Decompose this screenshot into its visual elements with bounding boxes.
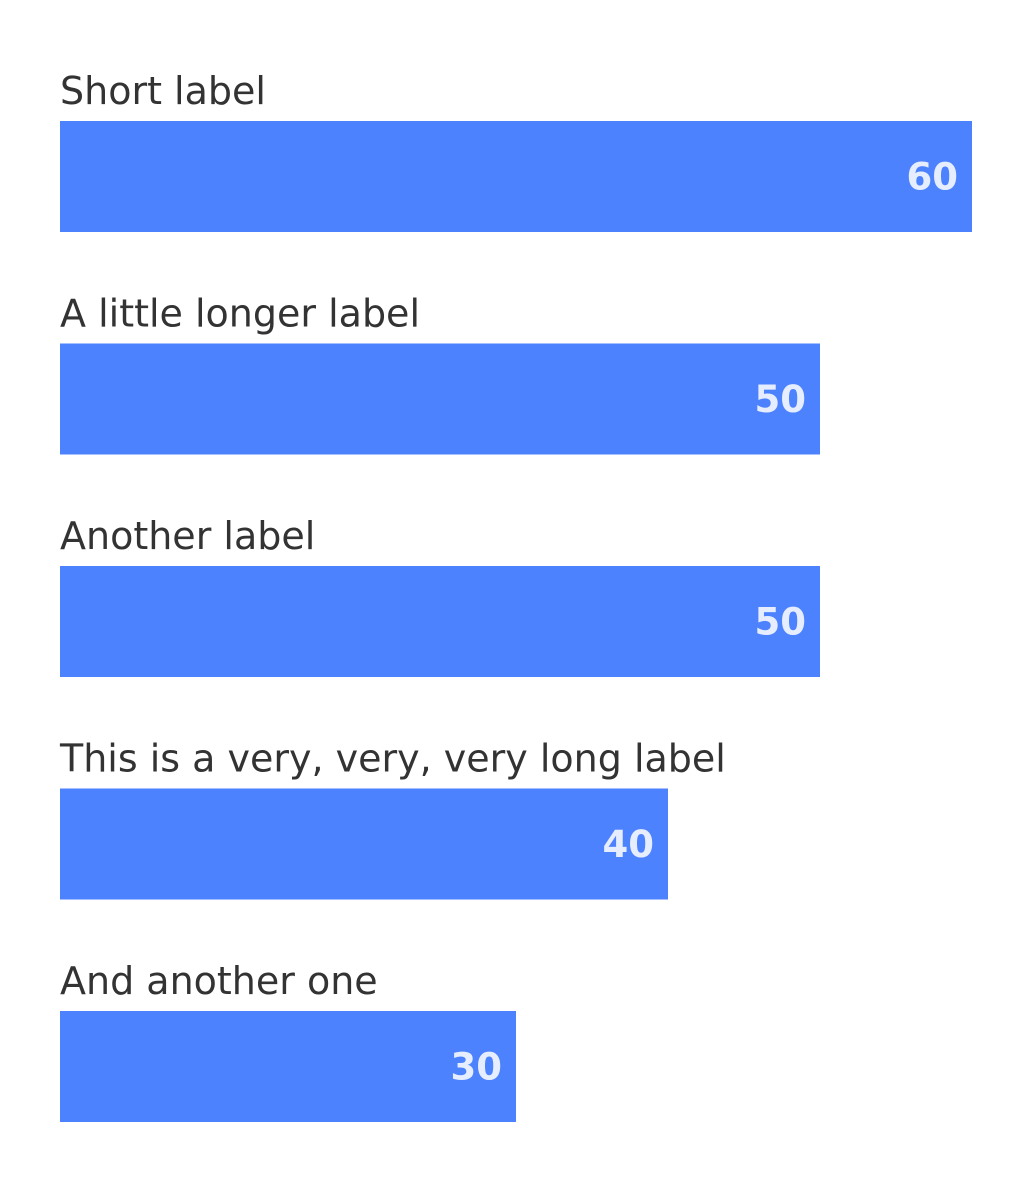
bar-value-label: 30 — [451, 1046, 503, 1089]
category-label: This is a very, very, very long label — [59, 737, 726, 781]
bar — [60, 788, 668, 900]
bar-value-label: 60 — [907, 156, 959, 199]
bar — [60, 343, 820, 455]
bar-value-label: 50 — [755, 601, 807, 644]
bars-layer: Short label 60 A little longer label 50 Anot… — [59, 69, 972, 1122]
bar-value-label: 40 — [603, 823, 655, 866]
bar-value-label: 50 — [755, 378, 807, 421]
category-label: Another label — [60, 514, 315, 558]
bar — [60, 1011, 516, 1122]
category-label: Short label — [60, 69, 266, 113]
bar — [60, 121, 972, 232]
bar — [60, 566, 820, 677]
category-label: And another one — [60, 959, 378, 1003]
category-label: A little longer label — [60, 292, 420, 336]
